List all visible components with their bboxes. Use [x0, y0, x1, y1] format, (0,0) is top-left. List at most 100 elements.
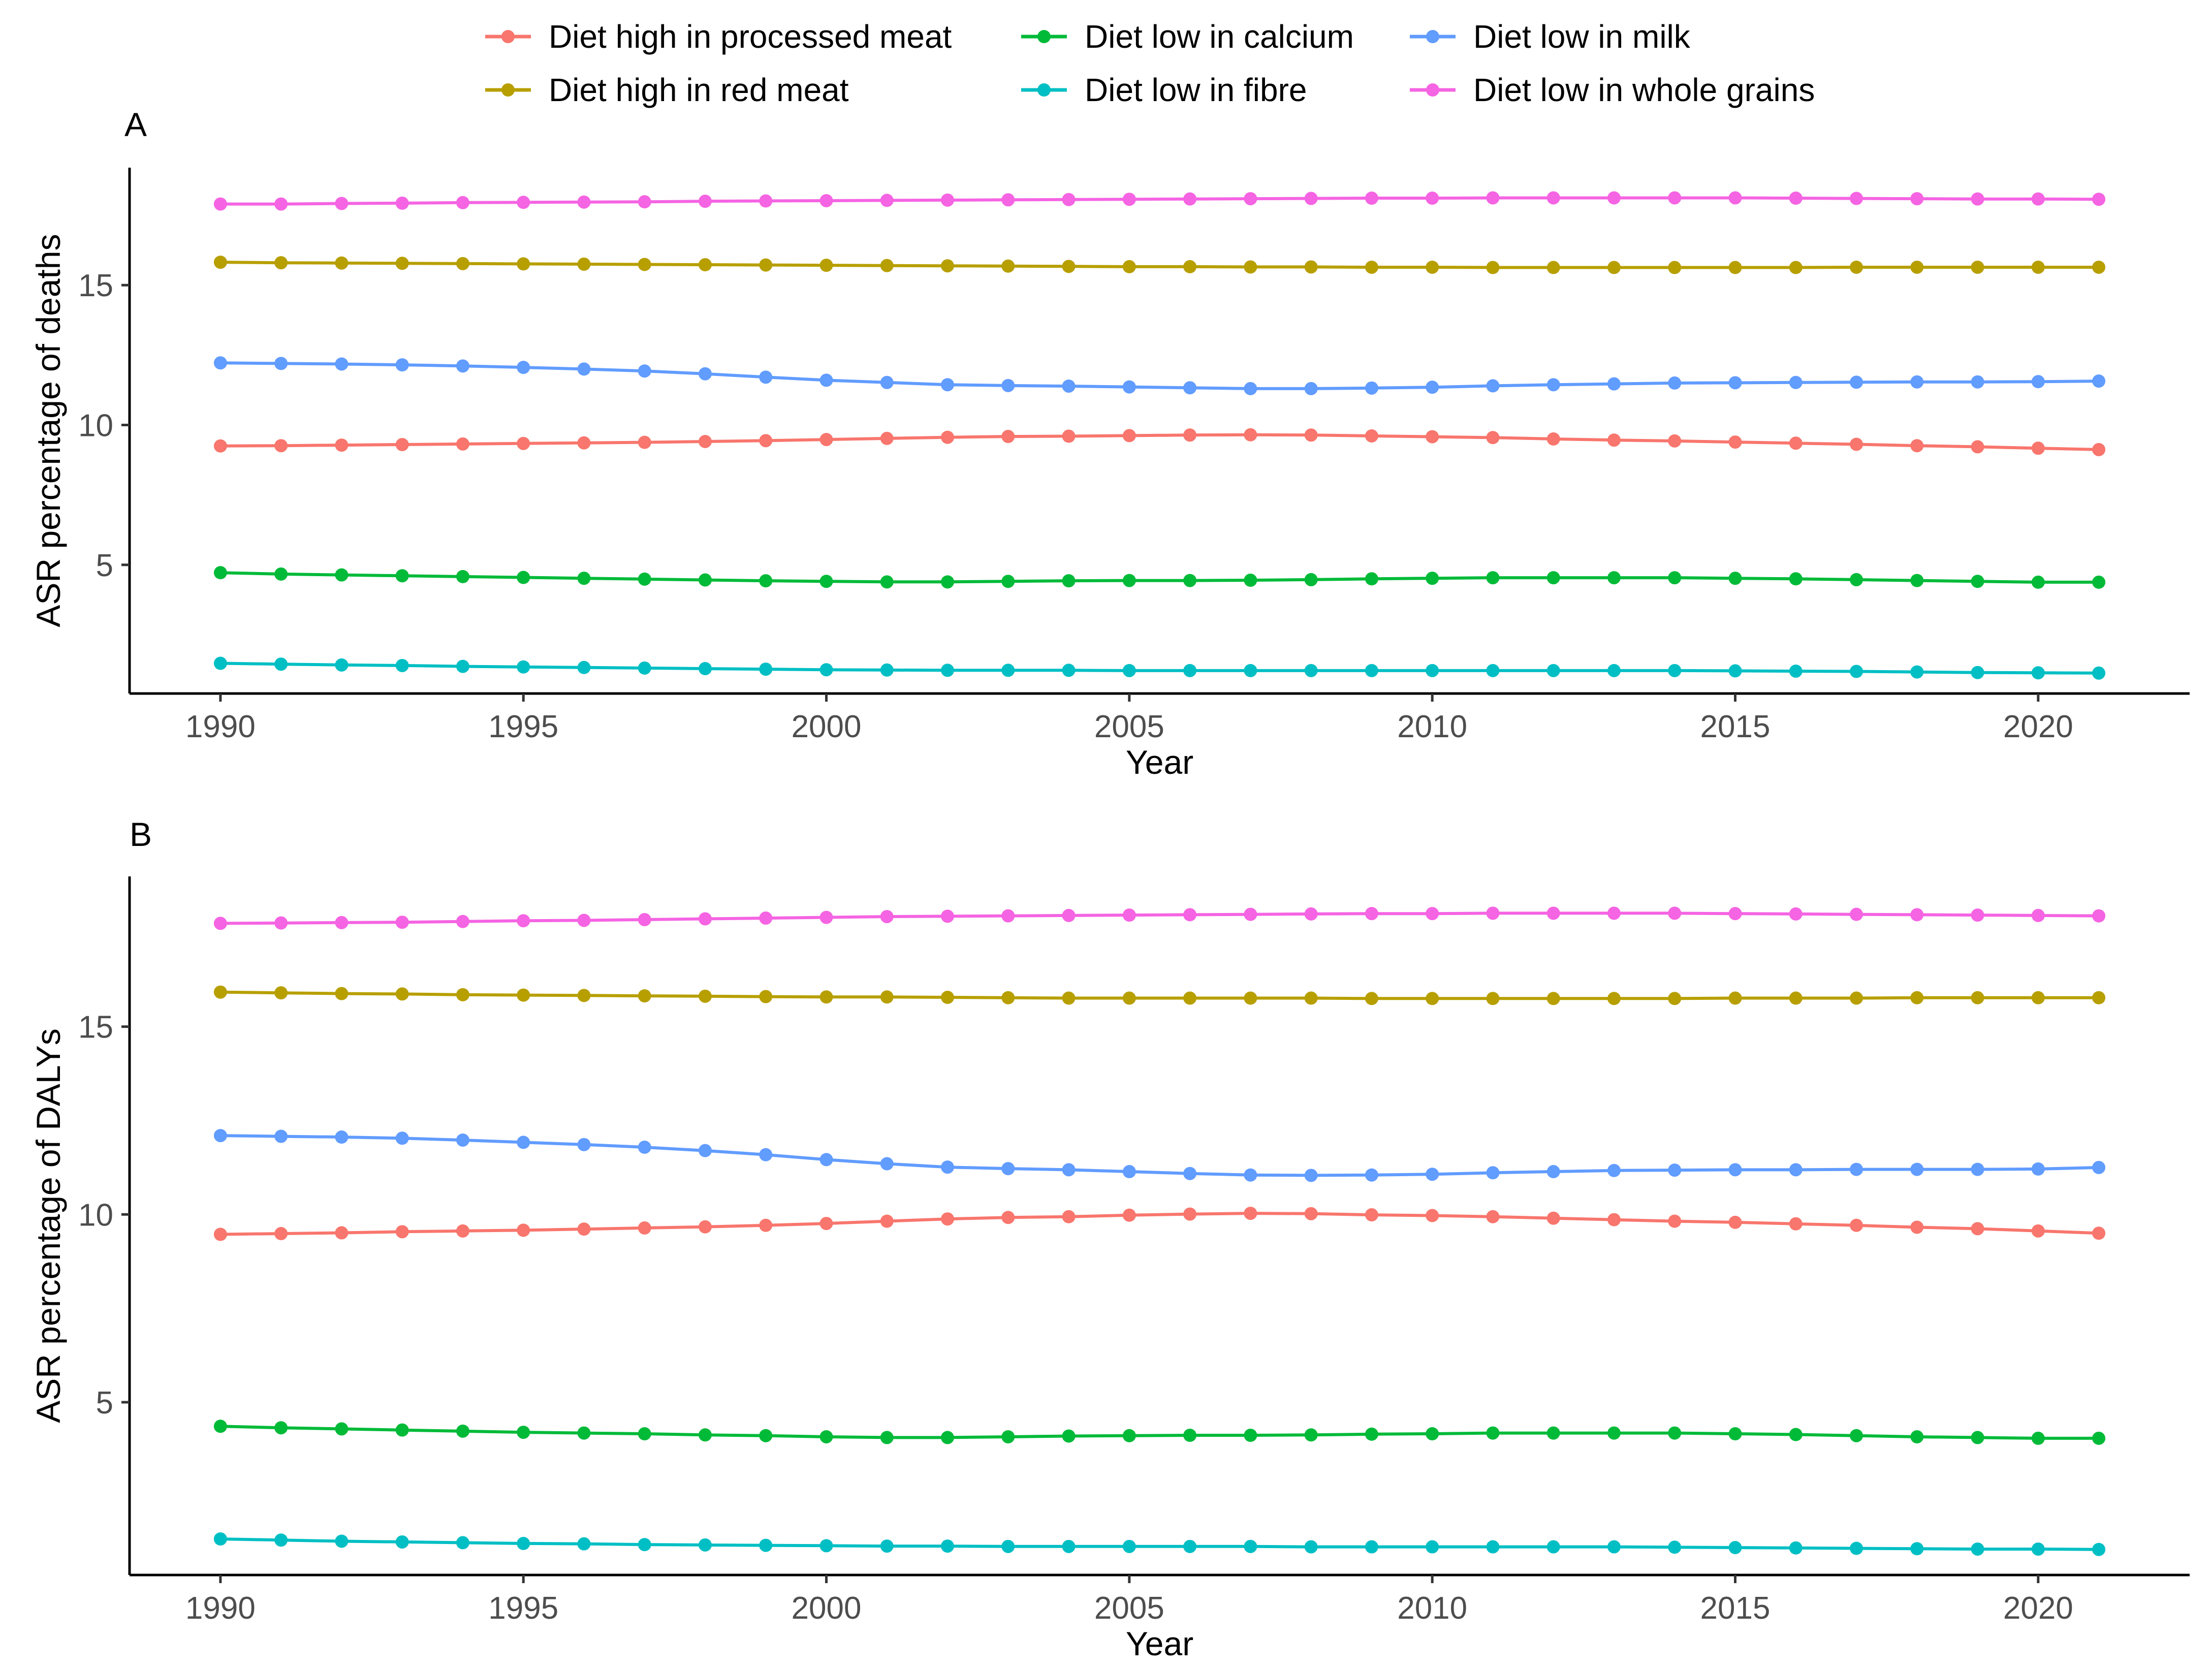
data-point — [1910, 260, 1924, 274]
data-point — [1486, 1426, 1500, 1440]
data-point — [395, 257, 409, 270]
data-point — [1001, 909, 1015, 923]
x-tick-label: 2020 — [2003, 1591, 2073, 1626]
data-point — [1486, 431, 1500, 445]
data-point — [1365, 907, 1378, 921]
data-point — [213, 256, 227, 269]
data-point — [456, 196, 469, 209]
data-point — [517, 1426, 530, 1439]
data-point — [1971, 666, 1984, 679]
legend-item: Diet low in milk — [1410, 18, 1691, 55]
data-point — [699, 989, 712, 1003]
data-point — [456, 1536, 469, 1550]
data-point — [819, 910, 833, 924]
data-point — [274, 1421, 288, 1435]
data-point — [1183, 664, 1197, 677]
data-point — [274, 256, 288, 270]
data-point — [1546, 191, 1560, 205]
data-point — [1728, 1541, 1742, 1555]
data-point — [213, 656, 227, 670]
data-point — [880, 375, 894, 389]
data-point — [1122, 908, 1136, 922]
data-point — [1971, 1162, 1984, 1176]
data-point — [577, 257, 591, 271]
data-point — [1062, 991, 1076, 1005]
data-point — [274, 567, 288, 581]
data-point — [638, 1221, 651, 1235]
data-point — [2092, 909, 2106, 923]
data-point — [395, 196, 409, 210]
data-point — [1122, 1429, 1136, 1442]
data-point — [1971, 1431, 1984, 1444]
data-point — [1183, 1429, 1197, 1442]
data-point — [1426, 381, 1439, 394]
data-point — [1001, 664, 1015, 677]
data-point — [880, 575, 894, 589]
data-point — [1971, 192, 1984, 206]
y-tick-label: 15 — [78, 1010, 113, 1045]
data-point — [1365, 260, 1378, 274]
data-point — [517, 1536, 530, 1550]
series — [213, 1420, 2106, 1445]
data-point — [274, 1533, 288, 1547]
legend-item: Diet low in calcium — [1021, 18, 1354, 55]
data-point — [1122, 193, 1136, 206]
data-point — [1850, 375, 1863, 389]
data-point — [1122, 664, 1136, 677]
data-point — [819, 433, 833, 447]
data-point — [638, 195, 651, 209]
x-tick-label: 2010 — [1397, 709, 1467, 744]
data-point — [1062, 1210, 1076, 1223]
data-point — [1789, 375, 1803, 389]
data-point — [456, 437, 469, 451]
data-point — [1365, 1540, 1378, 1554]
data-point — [577, 436, 591, 450]
data-point — [517, 361, 530, 374]
data-point — [1728, 664, 1742, 678]
data-point — [274, 439, 288, 453]
data-point — [759, 1429, 773, 1442]
data-point — [1122, 1539, 1136, 1553]
panel-b: B 1990 1995 2000 2005 2010 2015 2020 5 10 15 Year AS… — [29, 815, 2190, 1662]
data-point — [759, 990, 773, 1003]
data-point — [1789, 907, 1803, 921]
data-point — [638, 913, 651, 927]
data-point — [1546, 261, 1560, 274]
x-tick-label: 2000 — [792, 1591, 862, 1626]
data-point — [699, 1220, 712, 1234]
data-point — [456, 1424, 469, 1438]
panel-a: A 1990 1995 2000 2005 2010 2015 2020 5 10 15 Year AS… — [29, 106, 2190, 781]
data-point — [1304, 991, 1318, 1005]
data-point — [577, 1138, 591, 1151]
data-point — [1607, 992, 1621, 1005]
data-point — [1122, 991, 1136, 1005]
data-point — [759, 434, 773, 448]
data-point — [1850, 907, 1863, 921]
data-point — [1122, 260, 1136, 273]
data-point — [1971, 260, 1984, 274]
legend-key-point — [501, 30, 515, 43]
data-point — [1426, 572, 1439, 585]
data-point — [1062, 1539, 1076, 1553]
data-point — [819, 1539, 833, 1553]
data-point — [517, 257, 530, 271]
data-point — [335, 438, 349, 452]
data-point — [1183, 1167, 1197, 1180]
data-point — [880, 910, 894, 924]
data-point — [577, 1222, 591, 1236]
y-tick-label: 10 — [78, 1198, 113, 1233]
data-point — [1486, 1540, 1500, 1554]
x-tick-label: 1995 — [488, 709, 558, 744]
series-line — [220, 911, 2099, 925]
data-point — [1668, 376, 1682, 390]
data-point — [2092, 193, 2106, 206]
data-point — [880, 1157, 894, 1171]
data-point — [213, 1227, 227, 1241]
data-point — [2092, 374, 2106, 388]
data-point — [335, 1422, 349, 1436]
data-point — [1062, 1163, 1076, 1177]
x-axis-title: Year — [1126, 1625, 1193, 1662]
data-point — [880, 259, 894, 272]
data-point — [1668, 906, 1682, 920]
